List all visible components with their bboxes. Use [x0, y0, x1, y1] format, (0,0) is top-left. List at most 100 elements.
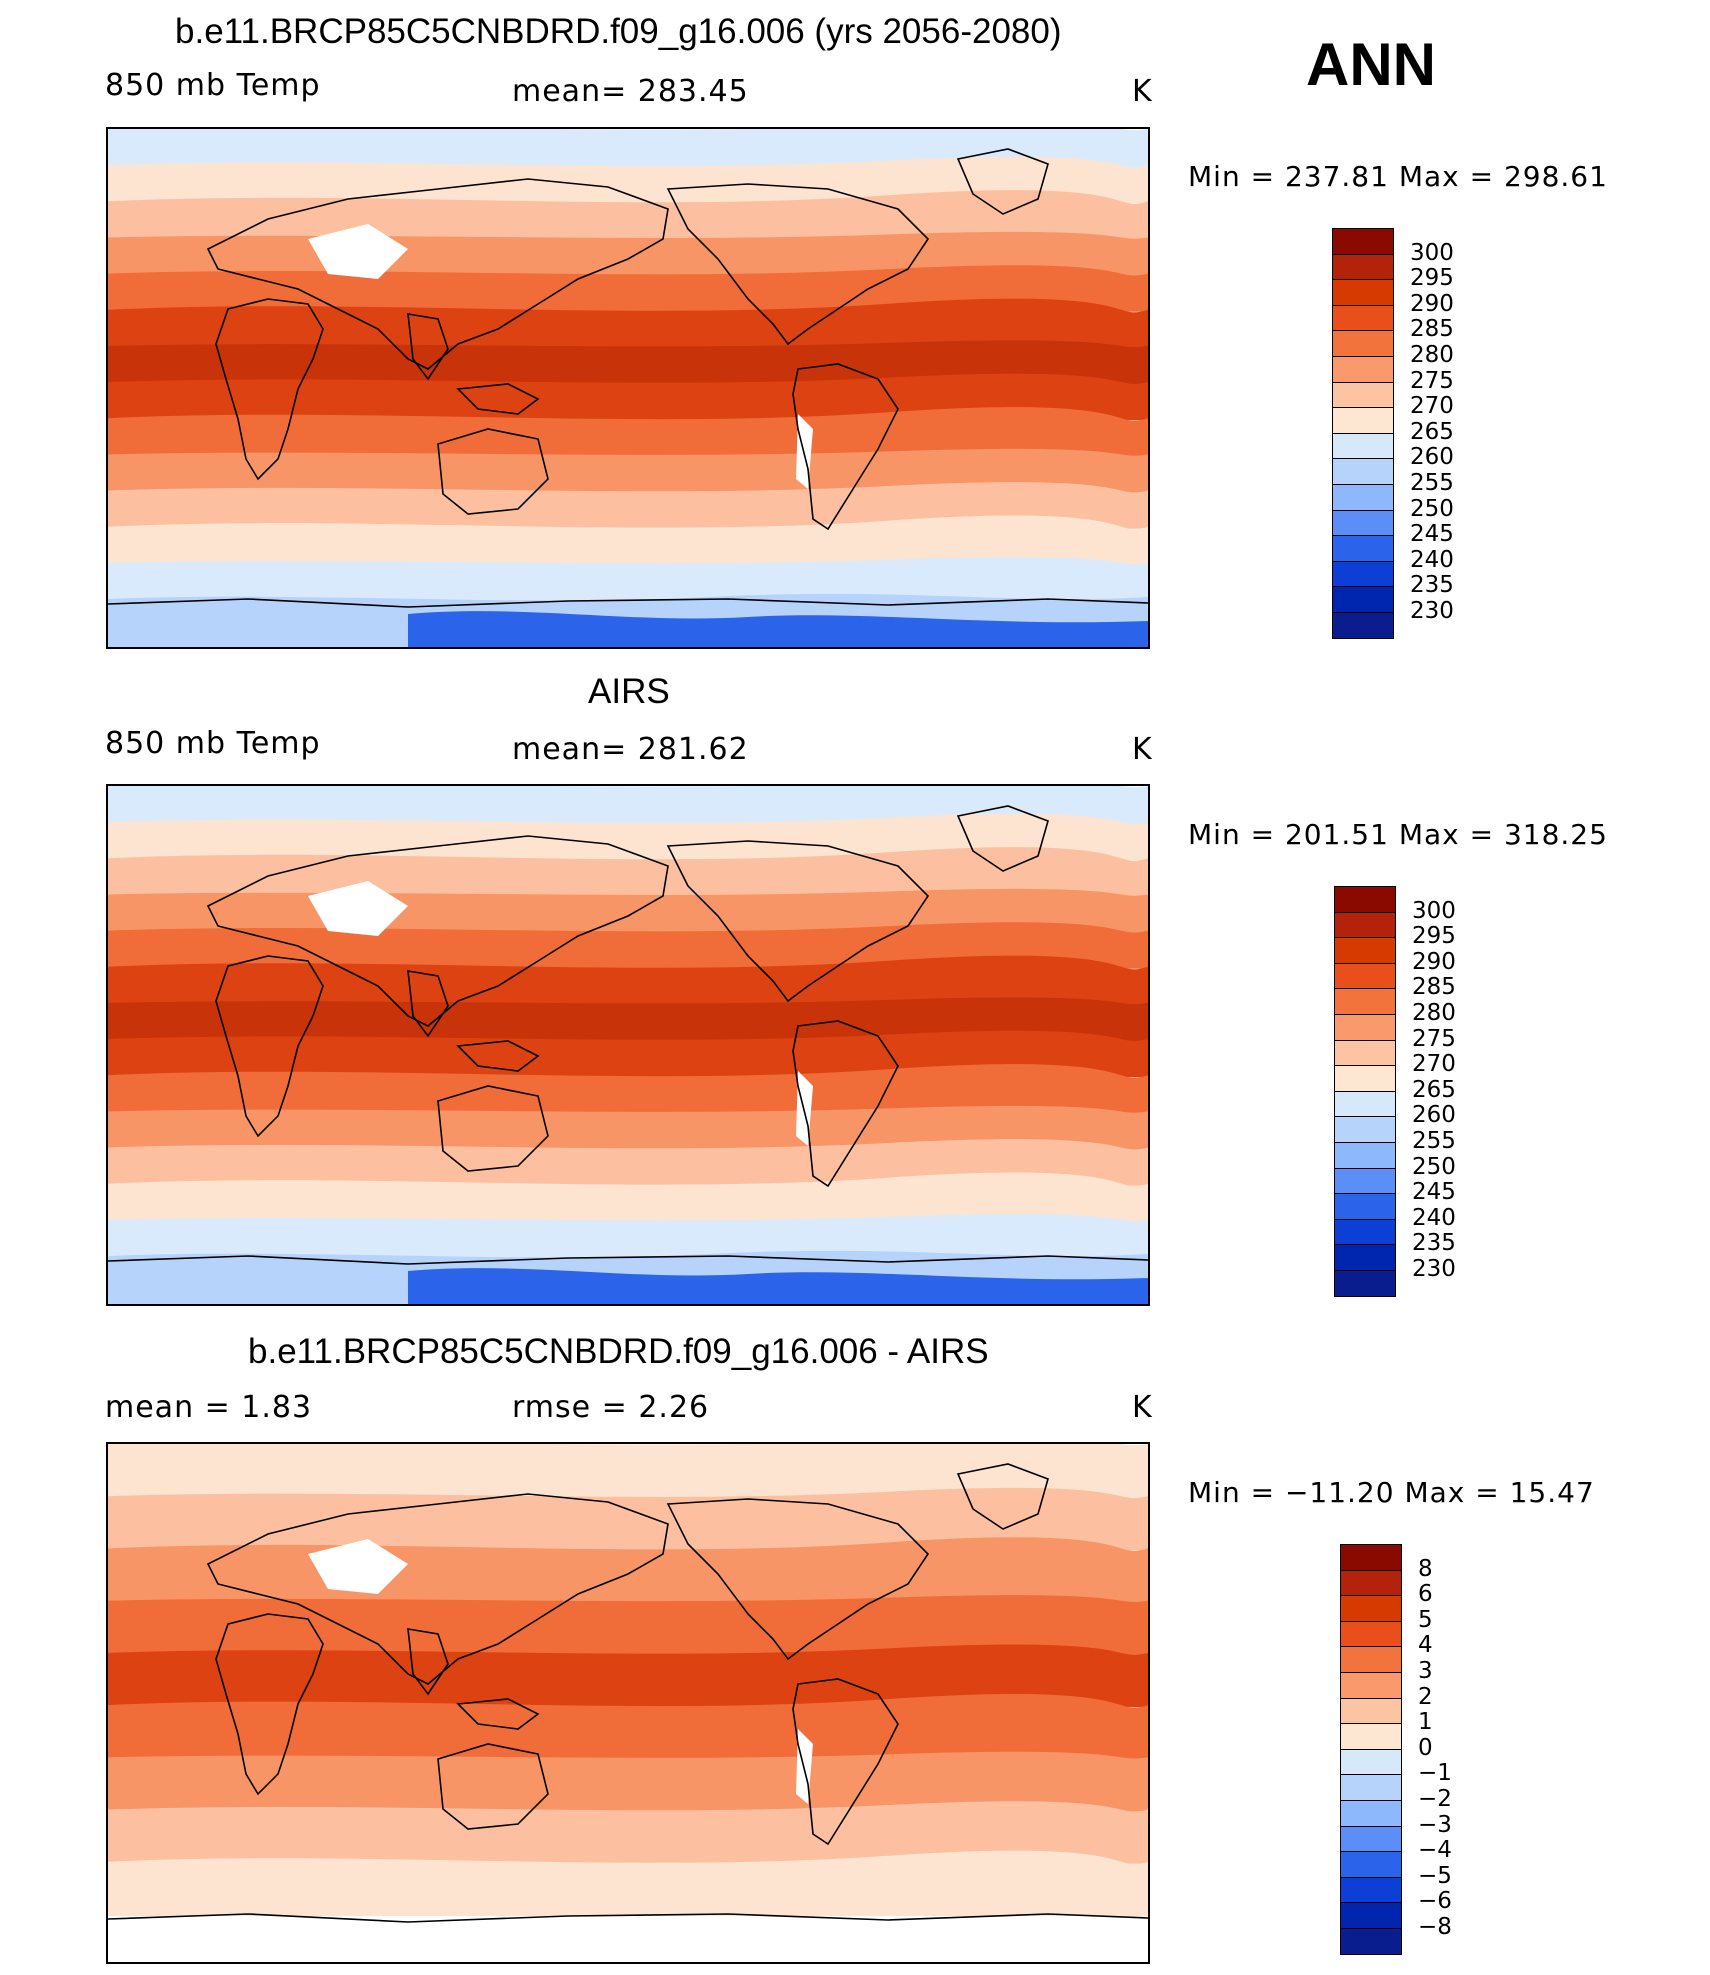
coastline — [792, 363, 899, 531]
colorbar-box — [1334, 937, 1396, 964]
colorbar-box — [1332, 509, 1394, 537]
colorbar-label: 300 — [1412, 897, 1456, 924]
colorbar-label: 245 — [1410, 521, 1454, 548]
coastline — [456, 383, 540, 415]
coastline — [206, 835, 669, 1027]
coastline — [956, 805, 1049, 872]
temperature-band — [108, 1595, 1148, 1655]
colorbar-label: 8 — [1418, 1555, 1433, 1582]
colorbar-label: 255 — [1412, 1128, 1456, 1154]
colorbar-box — [1334, 1167, 1396, 1195]
colorbar-box — [1334, 1065, 1396, 1092]
panel3-map-svg — [108, 1444, 1148, 1962]
colorbar-box — [1340, 1774, 1402, 1801]
colorbar-box — [1332, 381, 1394, 409]
colorbar-box — [1340, 1672, 1402, 1699]
panel2-colorbar: 300 295 290 285 280 275 270 265 260 255 250 245 240 2… — [1334, 886, 1456, 1297]
colorbar-box — [1334, 988, 1396, 1015]
colorbar-box — [1334, 1270, 1396, 1297]
antarctic-coldest-region — [408, 611, 1148, 647]
colorbar-label: 1 — [1418, 1709, 1433, 1736]
temperature-band — [108, 1105, 1148, 1150]
colorbar-box — [1334, 911, 1396, 939]
colorbar-box — [1332, 407, 1394, 434]
colorbar-box — [1332, 535, 1394, 562]
coastline — [407, 970, 449, 1038]
panel2-title: AIRS — [588, 672, 670, 711]
colorbar-label: −4 — [1418, 1837, 1452, 1864]
coastline — [456, 1698, 540, 1730]
colorbar-box — [1340, 1544, 1402, 1571]
colorbar-box — [1334, 1193, 1396, 1220]
colorbar-label: 280 — [1412, 1000, 1456, 1026]
temperature-band — [108, 298, 1148, 348]
panel1-colorbar: 300 295 290 285 280 275 270 265 260 255 250 245 240 2… — [1332, 228, 1454, 639]
colorbar-box — [1334, 1090, 1396, 1118]
panel2-map-svg — [108, 786, 1148, 1304]
coastline — [666, 840, 930, 1003]
temperature-band — [108, 786, 1148, 825]
temperature-band — [108, 448, 1148, 493]
colorbar-label: 265 — [1410, 418, 1454, 445]
panel3-units-label: K — [1132, 1390, 1153, 1425]
colorbar-label: 235 — [1410, 572, 1454, 599]
temperature-band — [108, 1030, 1148, 1078]
coastline — [956, 148, 1049, 215]
colorbar-box — [1332, 356, 1394, 383]
colorbar-box — [1334, 1218, 1396, 1246]
temperature-band — [108, 407, 1148, 457]
colorbar-box — [1340, 1902, 1402, 1929]
temperature-band — [108, 557, 1148, 601]
colorbar-box — [1340, 1697, 1402, 1725]
colorbar-box — [1340, 1723, 1402, 1750]
colorbar-label: 2 — [1418, 1683, 1433, 1710]
colorbar-label: 270 — [1410, 393, 1454, 420]
colorbar-box — [1340, 1851, 1402, 1878]
panel3-min-max: Min = −11.20 Max = 15.47 — [1188, 1476, 1595, 1509]
colorbar-label: 290 — [1410, 290, 1454, 317]
panel1-map — [106, 127, 1150, 649]
panel3-mean-label: mean = 1.83 — [105, 1390, 313, 1425]
colorbar-box — [1334, 1014, 1396, 1041]
coastline — [437, 428, 549, 515]
colorbar-label: −5 — [1418, 1862, 1452, 1889]
colorbar-label: 240 — [1412, 1204, 1456, 1231]
colorbar-label: 250 — [1410, 495, 1454, 522]
colorbar-box — [1334, 962, 1396, 990]
colorbar-box — [1332, 458, 1394, 485]
temperature-band — [108, 1644, 1148, 1708]
coastline — [437, 1085, 549, 1172]
colorbar-label: 285 — [1410, 316, 1454, 343]
panel3-map — [106, 1442, 1150, 1964]
colorbar-box — [1332, 279, 1394, 306]
colorbar-box — [1334, 1039, 1396, 1067]
colorbar-box — [1332, 330, 1394, 357]
colorbar-box — [1340, 1825, 1402, 1853]
coastline — [108, 1913, 1148, 1923]
colorbar-box — [1332, 304, 1394, 332]
coastline — [206, 178, 669, 370]
panel1-mean-label: mean= 283.45 — [512, 74, 749, 109]
temperature-band — [108, 1139, 1148, 1186]
colorbar-label: 6 — [1418, 1581, 1433, 1608]
coastline — [666, 1498, 930, 1661]
colorbar-label: 295 — [1410, 265, 1454, 292]
colorbar-label: 250 — [1412, 1153, 1456, 1180]
colorbar-label: 285 — [1412, 974, 1456, 1001]
temperature-band — [108, 1751, 1148, 1812]
colorbar-box — [1332, 432, 1394, 460]
coastline — [108, 598, 1148, 608]
colorbar-box — [1334, 886, 1396, 913]
temperature-band — [108, 156, 1148, 204]
colorbar-label: −3 — [1418, 1811, 1452, 1838]
temperature-band — [108, 955, 1148, 1005]
colorbar-label: 290 — [1412, 948, 1456, 975]
colorbar-box — [1340, 1620, 1402, 1648]
colorbar-box — [1340, 1569, 1402, 1597]
coastline — [206, 1493, 669, 1685]
temperature-band — [108, 340, 1148, 385]
colorbar-label: 265 — [1412, 1076, 1456, 1103]
colorbar-label: 260 — [1410, 444, 1454, 471]
colorbar-label: 260 — [1412, 1102, 1456, 1129]
colorbar-label: 5 — [1418, 1606, 1433, 1633]
